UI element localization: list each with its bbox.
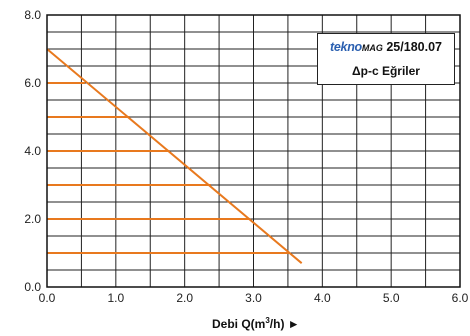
y-tick-label: 6.0 bbox=[24, 76, 41, 90]
x-tick-label: 1.0 bbox=[107, 291, 124, 305]
y-tick-label: 0.0 bbox=[24, 280, 41, 294]
x-tick-label: 5.0 bbox=[383, 291, 400, 305]
series-line bbox=[46, 48, 303, 264]
model-number: 25/180.07 bbox=[386, 40, 442, 54]
x-axis-title-prefix: Debi Q(m bbox=[212, 317, 266, 331]
horizontal-levels bbox=[47, 82, 290, 254]
x-tick-label: 0.0 bbox=[39, 291, 56, 305]
curves bbox=[46, 48, 303, 264]
x-tick-label: 6.0 bbox=[452, 291, 469, 305]
plot-frame bbox=[46, 14, 461, 288]
x-tick-label: 4.0 bbox=[314, 291, 331, 305]
model-prefix: MAG bbox=[361, 43, 383, 53]
x-axis-title: Debi Q(m3/h) ► bbox=[212, 316, 300, 331]
x-tick-label: 3.0 bbox=[245, 291, 262, 305]
x-tick-label: 2.0 bbox=[176, 291, 193, 305]
legend-model: teknoMAG 25/180.07 bbox=[318, 40, 454, 54]
legend-subtitle: Δp-c Eğriler bbox=[352, 64, 420, 78]
tick-labels: 0.0 1.0 2.0 3.0 4.0 5.0 6.0 0.0 2.0 4.0 6.0 8.0 bbox=[24, 8, 468, 305]
brand-logo: tekno bbox=[330, 40, 362, 54]
x-axis-title-sup: 3 bbox=[265, 316, 270, 325]
x-axis-title-suffix: /h) ► bbox=[269, 317, 300, 331]
y-tick-label: 2.0 bbox=[24, 212, 41, 226]
y-tick-label: 8.0 bbox=[24, 8, 41, 22]
legend-box: teknoMAG 25/180.07 Δp-c Eğriler bbox=[317, 33, 455, 85]
y-tick-label: 4.0 bbox=[24, 144, 41, 158]
